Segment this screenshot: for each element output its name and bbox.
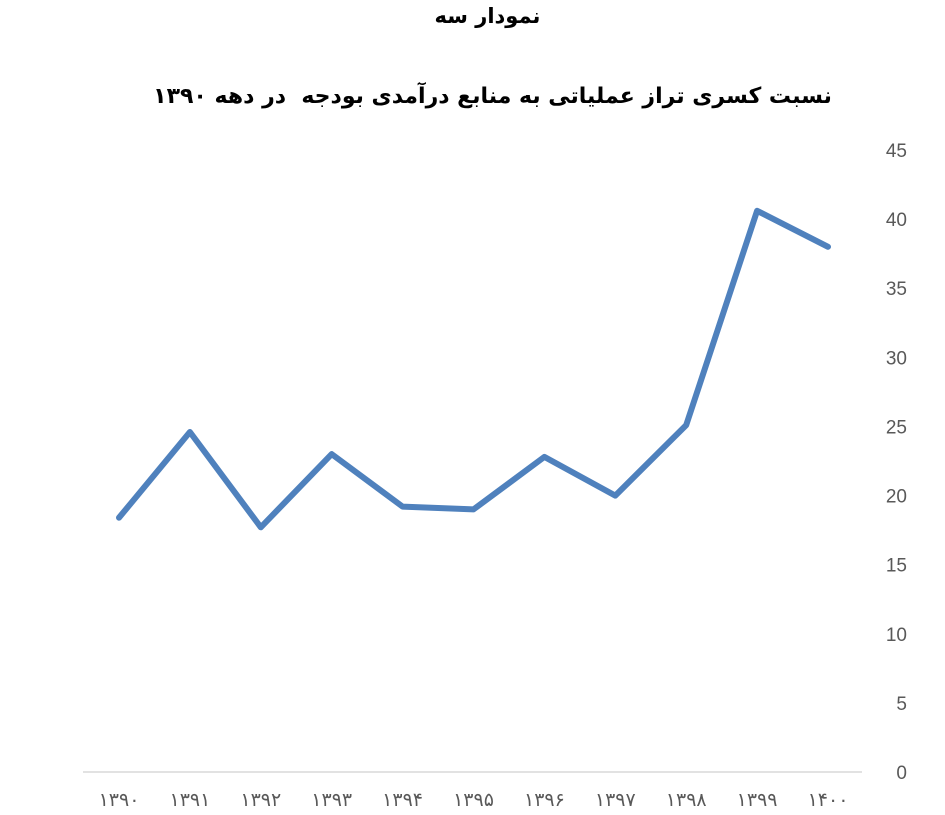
x-tick-label: ۱۳۹۸: [666, 789, 707, 811]
y-tick-label: 20: [886, 487, 907, 508]
y-tick-label: 15: [886, 556, 907, 577]
x-tick-label: ۱۳۹۳: [311, 789, 352, 811]
x-tick-label: ۱۳۹۵: [453, 789, 494, 811]
x-tick-label: ۱۳۹۱: [169, 789, 210, 811]
y-tick-label: 10: [886, 625, 907, 646]
y-tick-label: 25: [886, 417, 907, 438]
series-line: [116, 207, 831, 531]
series-layer: [116, 207, 831, 531]
y-tick-label: 0: [896, 763, 907, 784]
y-tick-label: 30: [886, 348, 907, 369]
x-tick-label: ۱۳۹۷: [595, 789, 636, 811]
y-tick-label: 35: [886, 279, 907, 300]
x-tick-label: ۱۳۹۰: [99, 789, 140, 811]
x-axis-ticks: ۱۳۹۰ ۱۳۹۱ ۱۳۹۲ ۱۳۹۳ ۱۳۹۴ ۱۳۹۵ ۱۳۹۶ ۱۳۹۷ ۱۳۹۸ ۱۳۹۹…: [99, 789, 849, 811]
page-heading: نمودار سه: [434, 4, 541, 28]
y-tick-label: 40: [886, 210, 907, 231]
y-axis-ticks: 0 5 10 15 20 25 30 35 40 45: [886, 141, 907, 784]
x-tick-label: ۱۳۹۶: [524, 789, 565, 811]
x-tick-label: ۱۳۹۲: [240, 789, 281, 811]
x-tick-label: ۱۳۹۴: [382, 789, 423, 811]
y-tick-label: 5: [896, 694, 907, 715]
x-tick-label: ۱۳۹۹: [737, 789, 778, 811]
chart-title: نسبت کسری تراز عملیاتی به منابع درآمدی ب…: [153, 84, 832, 109]
y-tick-label: 45: [886, 141, 907, 162]
x-tick-label: ۱۴۰۰: [808, 789, 849, 811]
